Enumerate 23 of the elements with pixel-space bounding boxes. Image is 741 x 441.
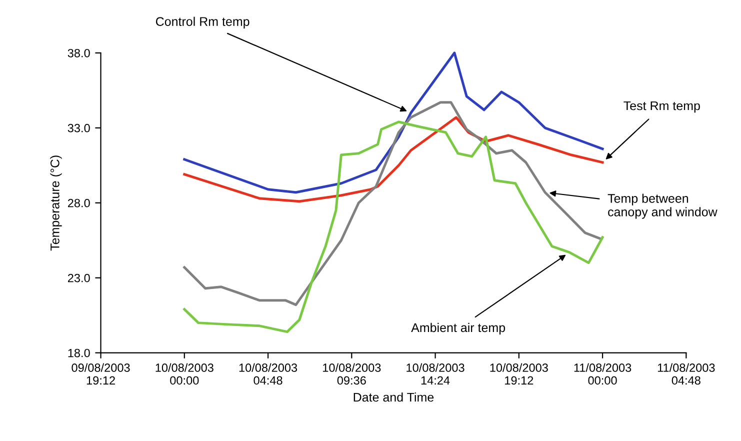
x-tick-label: 10/08/2003 04:48 [239,363,298,385]
y-tick-label: 33.0 [68,124,90,132]
line-series [183,52,604,194]
y-tick-label: 18.0 [68,348,90,358]
annotation: Ambient air temp [411,322,506,335]
line-series [183,116,604,203]
line-series [183,101,602,306]
annotation: Temp between canopy and window [608,194,718,219]
y-tick-label: 28.0 [68,198,90,208]
y-tick-label: 38.0 [68,48,90,58]
y-tick-label: 23.0 [68,274,90,282]
x-tick-label: 10/08/2003 09:36 [323,363,381,385]
annotation: Test Rm temp [624,101,700,113]
y-axis-title: Temperature (°C) [50,156,62,251]
x-tick-label: 10/08/2003 19:12 [490,363,548,385]
x-tick-label: 11/08/2003 00:00 [574,363,632,385]
x-tick-label: 11/08/2003 04:48 [658,363,715,385]
x-tick-label: 10/08/2003 14:24 [406,363,464,384]
x-tick-label: 10/08/2003 00:00 [156,363,214,385]
line-series [183,120,604,334]
annotation: Control Rm temp [156,16,250,28]
x-tick-label: 09/08/2003 19:12 [72,363,130,385]
x-axis-title: Date and Time [354,392,434,402]
